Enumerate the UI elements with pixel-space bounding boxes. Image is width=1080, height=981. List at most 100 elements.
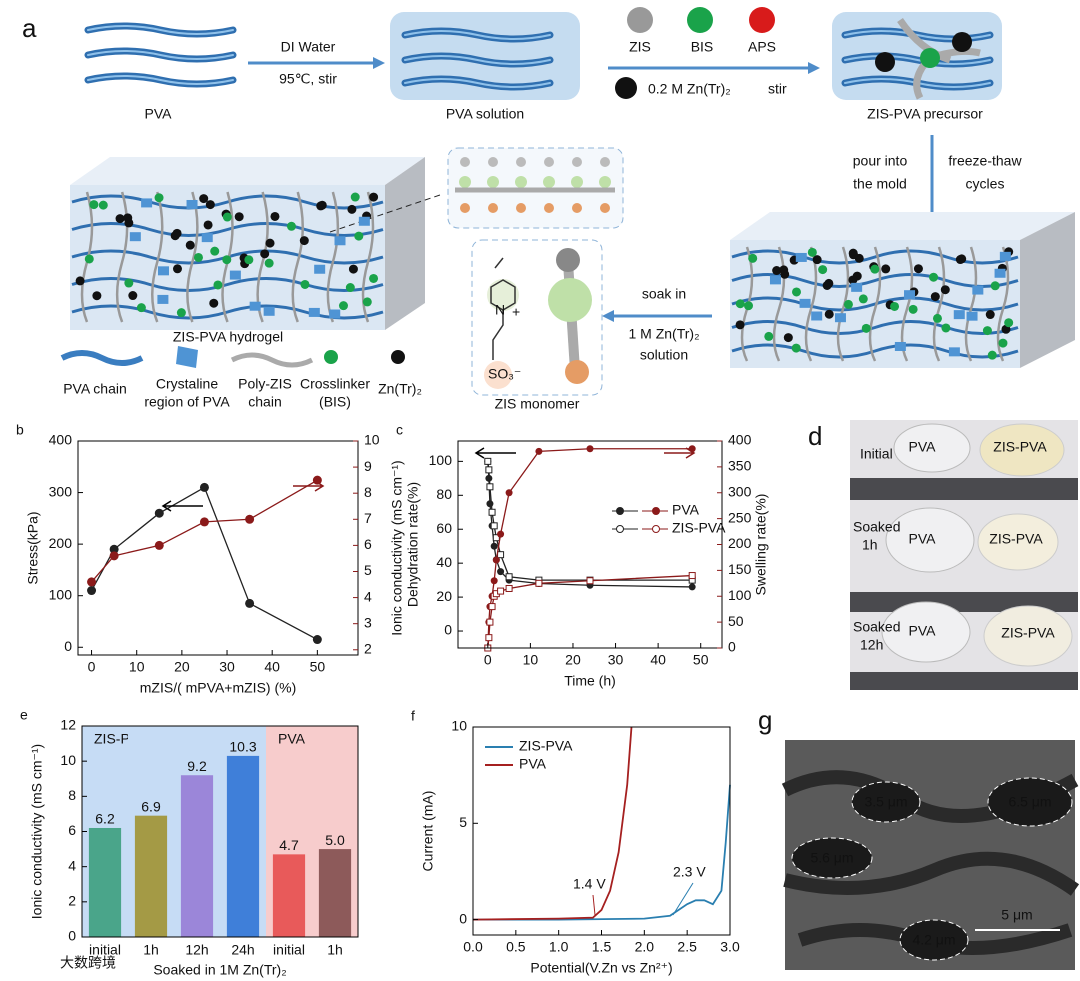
legend-icon xyxy=(60,350,144,366)
pore-label: 6.5 μm xyxy=(1008,794,1051,810)
legend-label: PVA chain xyxy=(63,381,127,397)
marker xyxy=(488,603,496,611)
legend-marker xyxy=(616,525,624,533)
x-tick-label: 40 xyxy=(650,652,666,668)
x-tick-label: 1.5 xyxy=(592,939,612,955)
crosslinker xyxy=(136,303,146,313)
strand xyxy=(186,191,199,323)
crosslinker xyxy=(870,264,880,274)
panel-a: a PVA DI Water 95℃, stir PVA solution ZI… xyxy=(22,7,1075,412)
ion xyxy=(115,214,125,224)
ion xyxy=(205,200,215,210)
y-tick-label: 400 xyxy=(49,432,73,448)
y-tick-label: 4 xyxy=(68,857,76,873)
crystal xyxy=(329,309,341,319)
marker xyxy=(87,586,97,596)
atom xyxy=(516,157,526,167)
ion xyxy=(203,220,213,230)
x-axis-title: Time (h) xyxy=(564,673,616,689)
label: cycles xyxy=(966,176,1005,192)
ion xyxy=(824,309,834,319)
ion xyxy=(779,265,789,275)
strand xyxy=(731,249,1019,265)
x-tick-label: 0.0 xyxy=(463,939,483,955)
ion xyxy=(299,236,309,246)
marker xyxy=(688,572,696,580)
marker xyxy=(154,508,164,518)
marker xyxy=(497,551,505,559)
crystal xyxy=(851,282,863,292)
ion xyxy=(913,264,923,274)
legend-label: (BIS) xyxy=(319,394,351,410)
ion xyxy=(172,264,182,274)
x-tick-label: 30 xyxy=(219,659,235,675)
crosslinker xyxy=(264,258,274,268)
y2-tick-label: 300 xyxy=(728,483,752,499)
marker xyxy=(486,618,494,626)
label: 0.2 M Zn(Tr)₂ xyxy=(648,81,731,97)
x-tick-label: 50 xyxy=(693,652,709,668)
crosslinker xyxy=(213,280,223,290)
label: + xyxy=(512,304,520,320)
x-tick-label: 2.0 xyxy=(635,939,655,955)
x-tick-label: 12h xyxy=(185,942,208,958)
crosslinker xyxy=(354,231,364,241)
x-tick-label: 30 xyxy=(608,652,624,668)
marker xyxy=(199,517,209,527)
legend-label: Crystaline xyxy=(156,376,218,392)
node xyxy=(952,32,972,52)
ion xyxy=(783,333,793,343)
crystal xyxy=(834,313,846,323)
crystal xyxy=(953,310,965,320)
crystal xyxy=(263,306,275,316)
value-label: 6.9 xyxy=(141,798,161,814)
crosslinker xyxy=(818,265,828,275)
strand xyxy=(404,30,551,40)
marker xyxy=(109,551,119,561)
crosslinker xyxy=(861,323,871,333)
x-tick-label: 3.0 xyxy=(720,939,740,955)
crosslinker xyxy=(744,301,754,311)
ion xyxy=(270,211,280,221)
y-tick-label: 60 xyxy=(436,520,452,536)
crosslinker xyxy=(843,299,853,309)
legend-label: Zn(Tr)₂ xyxy=(378,381,422,397)
legend-label: ZIS-PVA xyxy=(519,738,573,754)
series-line xyxy=(91,479,318,583)
marker xyxy=(484,457,492,465)
marker xyxy=(154,540,164,550)
label: freeze-thaw xyxy=(948,153,1022,169)
strand xyxy=(964,246,978,362)
y2-axis-title: Swelling rate(%) xyxy=(753,494,769,596)
row-label: Soaked xyxy=(853,619,900,635)
y2-tick-label: 6 xyxy=(364,536,372,552)
sample-label: PVA xyxy=(909,623,937,639)
legend-label: Crosslinker xyxy=(300,376,370,392)
y-axis-title: Dehydration rate(%) xyxy=(405,482,421,607)
marker xyxy=(490,577,498,585)
axis-arrow xyxy=(161,500,203,512)
strand xyxy=(772,246,786,362)
legend-icon xyxy=(230,352,314,368)
y2-tick-label: 0 xyxy=(728,639,736,655)
panel-letter: c xyxy=(396,422,403,438)
x-tick-label: initial xyxy=(273,942,305,958)
atom xyxy=(548,278,592,322)
atom xyxy=(459,176,471,188)
sample-label: PVA xyxy=(909,531,937,547)
atom xyxy=(600,157,610,167)
crosslinker xyxy=(350,192,360,202)
marker xyxy=(109,544,119,554)
legend-icon xyxy=(391,350,405,364)
crystal xyxy=(334,236,346,246)
crosslinker xyxy=(764,331,774,341)
strand xyxy=(361,191,375,323)
x-tick-label: initial xyxy=(89,942,121,958)
disc xyxy=(979,423,1065,477)
arrow-head xyxy=(808,62,820,74)
crystal xyxy=(894,341,906,351)
crystal xyxy=(904,290,916,300)
atom xyxy=(515,176,527,188)
atom xyxy=(571,176,583,188)
legend-icon xyxy=(324,350,338,364)
